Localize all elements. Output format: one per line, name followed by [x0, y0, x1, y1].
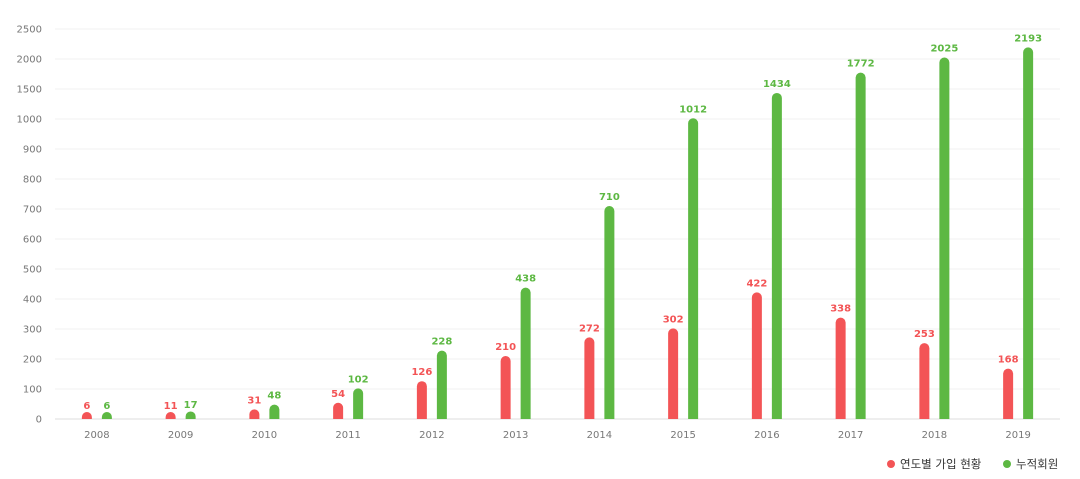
- data-label-series-2: 48: [267, 391, 281, 402]
- data-label-series-1: 338: [830, 304, 851, 315]
- data-label-series-1: 54: [331, 389, 345, 400]
- bar-series-1-2018[interactable]: [919, 343, 930, 419]
- bar-series-2-2018[interactable]: [939, 57, 950, 420]
- data-label-series-1: 168: [998, 355, 1019, 366]
- y-tick-label: 2500: [17, 25, 42, 36]
- bar-series-2-2013[interactable]: [520, 287, 531, 419]
- data-label-series-2: 2193: [1014, 33, 1042, 44]
- x-tick-label: 2014: [587, 430, 612, 441]
- bar-series-1-2010[interactable]: [249, 409, 260, 419]
- y-tick-label: 400: [23, 295, 42, 306]
- x-axis: 2008 2009 2010 2011 2012 2013 2014 2015 2016 2017…: [84, 430, 1031, 441]
- data-label-series-1: 6: [83, 401, 90, 412]
- x-tick-label: 2011: [335, 430, 360, 441]
- bar-series-2-2010[interactable]: [269, 404, 280, 419]
- bars: [81, 47, 1034, 420]
- y-tick-label: 900: [23, 145, 42, 156]
- legend: 연도별 가입 현황 누적회원: [887, 457, 1058, 471]
- y-tick-label: 1500: [17, 85, 42, 96]
- data-label-series-2: 1012: [679, 104, 707, 115]
- grid-lines: [55, 28, 1060, 420]
- data-label-series-2: 6: [103, 401, 110, 412]
- x-tick-label: 2017: [838, 430, 863, 441]
- bar-series-1-2014[interactable]: [584, 337, 595, 419]
- x-tick-label: 2018: [922, 430, 947, 441]
- bar-series-2-2008[interactable]: [101, 412, 112, 419]
- bar-series-2-2019[interactable]: [1023, 47, 1034, 419]
- bar-series-1-2008[interactable]: [81, 412, 92, 419]
- bar-series-1-2011[interactable]: [333, 402, 344, 419]
- bar-series-1-2015[interactable]: [668, 328, 679, 419]
- legend-label-series-1: 연도별 가입 현황: [900, 457, 982, 471]
- y-tick-label: 2000: [17, 55, 42, 66]
- x-tick-label: 2016: [754, 430, 779, 441]
- bar-series-2-2016[interactable]: [771, 92, 782, 419]
- y-tick-label: 0: [36, 415, 42, 426]
- x-tick-label: 2008: [84, 430, 109, 441]
- bar-series-1-2012[interactable]: [416, 381, 427, 419]
- x-tick-label: 2012: [419, 430, 444, 441]
- data-label-series-2: 2025: [930, 44, 958, 55]
- bar-series-1-2009[interactable]: [165, 412, 176, 419]
- data-label-series-2: 228: [431, 337, 452, 348]
- legend-marker-series-2: [1003, 460, 1011, 468]
- data-label-series-2: 1434: [763, 79, 791, 90]
- data-label-series-2: 1772: [847, 59, 875, 70]
- data-label-series-2: 17: [184, 400, 198, 411]
- legend-item-series-2[interactable]: 누적회원: [1003, 457, 1058, 471]
- data-label-series-2: 102: [348, 374, 369, 385]
- data-label-series-2: 710: [599, 192, 620, 203]
- bar-series-2-2011[interactable]: [353, 388, 364, 419]
- bar-series-1-2019[interactable]: [1003, 368, 1014, 419]
- data-label-series-1: 11: [164, 401, 178, 412]
- x-tick-label: 2009: [168, 430, 193, 441]
- bar-series-2-2012[interactable]: [436, 350, 447, 419]
- bar-series-2-2017[interactable]: [855, 72, 866, 420]
- y-tick-label: 800: [23, 175, 42, 186]
- legend-marker-series-1: [887, 460, 895, 468]
- y-axis: 0 100 200 300 400 500 600 700 800 900 1000 1500 2000…: [17, 25, 42, 426]
- bar-series-2-2009[interactable]: [185, 411, 196, 419]
- legend-item-series-1[interactable]: 연도별 가입 현황: [887, 457, 982, 471]
- bar-series-1-2017[interactable]: [835, 317, 846, 419]
- data-label-series-1: 253: [914, 329, 935, 340]
- y-tick-label: 600: [23, 235, 42, 246]
- data-label-series-2: 438: [515, 274, 536, 285]
- legend-label-series-2: 누적회원: [1016, 457, 1058, 471]
- y-tick-label: 300: [23, 325, 42, 336]
- y-tick-label: 100: [23, 385, 42, 396]
- x-tick-label: 2013: [503, 430, 528, 441]
- x-tick-label: 2015: [670, 430, 695, 441]
- bar-series-2-2014[interactable]: [604, 206, 615, 419]
- y-tick-label: 200: [23, 355, 42, 366]
- bar-series-1-2013[interactable]: [500, 356, 511, 419]
- y-tick-label: 500: [23, 265, 42, 276]
- data-label-series-1: 272: [579, 323, 600, 334]
- x-tick-label: 2010: [252, 430, 277, 441]
- bar-series-1-2016[interactable]: [751, 292, 762, 419]
- data-label-series-1: 31: [247, 396, 261, 407]
- data-label-series-1: 126: [411, 367, 432, 378]
- x-tick-label: 2019: [1005, 430, 1030, 441]
- data-label-series-1: 422: [746, 278, 767, 289]
- y-tick-label: 700: [23, 205, 42, 216]
- data-label-series-1: 210: [495, 342, 516, 353]
- y-tick-label: 1000: [17, 115, 42, 126]
- data-label-series-1: 302: [663, 314, 684, 325]
- bar-series-2-2015[interactable]: [688, 118, 699, 419]
